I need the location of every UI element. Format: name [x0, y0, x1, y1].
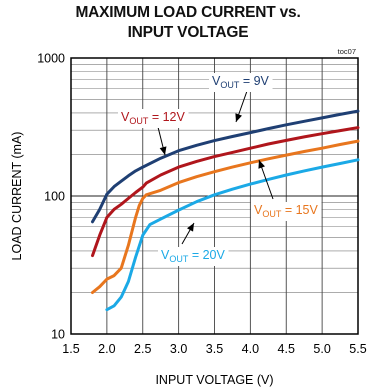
series-label-2: VOUT = 15V: [254, 203, 318, 219]
callout-series-1: VOUT = 12V: [118, 109, 189, 156]
y-tick-label: 10: [51, 328, 65, 342]
x-tick-label: 2.0: [98, 342, 115, 356]
series-label-3: VOUT = 20V: [161, 248, 225, 264]
x-tick-label: 1.5: [62, 342, 79, 356]
callout-background: [158, 247, 229, 266]
series-line-2: [91, 139, 360, 294]
series-line-0: [91, 109, 360, 224]
series-label-0: VOUT = 9V: [212, 74, 270, 90]
callout-arrowhead: [186, 223, 194, 232]
x-tick-label: 3.5: [206, 342, 223, 356]
x-tick-label: 4.0: [242, 342, 259, 356]
series-line-1: [91, 126, 360, 258]
series-lines: [91, 109, 360, 312]
y-tick-label: 1000: [37, 52, 65, 66]
plot-frame: [70, 57, 359, 335]
x-tick-label: 3.0: [170, 342, 187, 356]
callout-series-0: VOUT = 9V: [209, 73, 273, 123]
figure-tag: toc07: [338, 47, 356, 56]
y-tick-label: 100: [44, 190, 65, 204]
chart-title-line-1: MAXIMUM LOAD CURRENT vs.: [75, 4, 301, 21]
x-tick-label: 4.5: [278, 342, 295, 356]
x-tick-label: 2.5: [134, 342, 151, 356]
x-tick-label: 5.0: [313, 342, 330, 356]
series-label-1: VOUT = 12V: [121, 110, 185, 126]
callout-arrowhead: [159, 146, 167, 155]
callout-arrowhead: [235, 113, 242, 122]
callout-background: [251, 202, 322, 221]
series-callouts: VOUT = 9V VOUT = 12V VOUT = 15V VOUT = 20V: [118, 73, 322, 266]
callout-background: [209, 73, 273, 92]
x-axis-label: INPUT VOLTAGE (V): [155, 373, 273, 387]
y-tick-labels: 10 100 1000: [37, 52, 65, 342]
x-tick-labels: 1.5 2.0 2.5 3.0 3.5 4.0 4.5 5.0 5.5: [62, 342, 366, 356]
series-line-3: [105, 158, 360, 312]
callout-series-3: VOUT = 20V: [158, 222, 229, 266]
y-axis-label: LOAD CURRENT (mA): [10, 132, 24, 261]
chart-title-line-2: INPUT VOLTAGE: [127, 24, 249, 41]
callout-background: [118, 109, 189, 128]
x-tick-label: 5.5: [349, 342, 366, 356]
callout-arrowhead: [258, 160, 265, 169]
callout-series-2: VOUT = 15V: [251, 159, 322, 221]
